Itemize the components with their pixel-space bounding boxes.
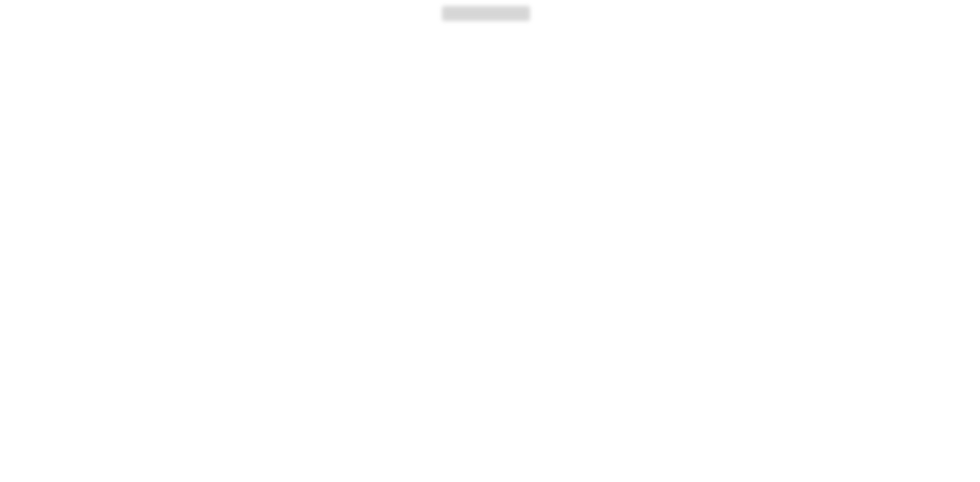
- redacted-well-name: [442, 6, 530, 21]
- page-title: [0, 3, 980, 25]
